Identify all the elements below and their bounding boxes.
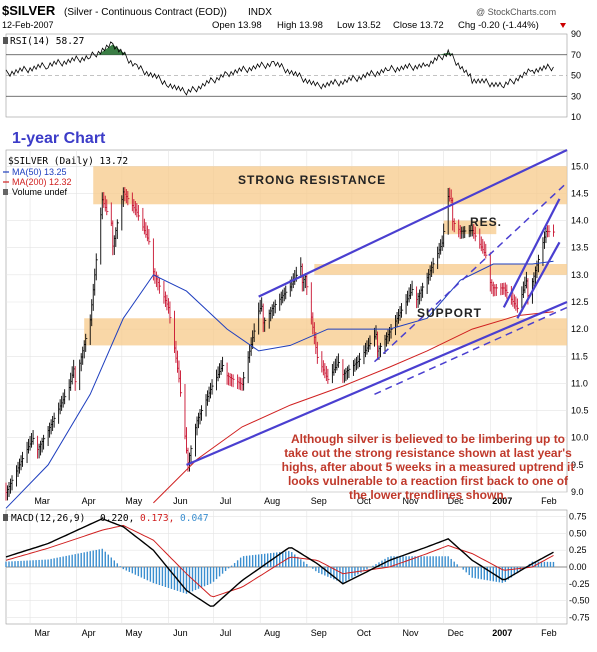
macd-signal-value: 0.173, bbox=[140, 513, 174, 524]
price-tick-label: 12.5 bbox=[571, 297, 589, 307]
header-high: High 13.98 bbox=[277, 20, 323, 31]
price-month-label: Jun bbox=[173, 496, 188, 506]
price-month-label: 2007 bbox=[492, 496, 512, 506]
chart-title: 1-year Chart bbox=[12, 130, 106, 147]
header-symbol: $SILVER bbox=[2, 3, 56, 18]
macd-line bbox=[5, 517, 554, 607]
ma200-line bbox=[153, 311, 554, 504]
macd-month-label: Jul bbox=[220, 628, 232, 638]
price-tick-label: 13.5 bbox=[571, 243, 589, 253]
legend-volume: Volume undef bbox=[12, 187, 68, 197]
header-close: Close 13.72 bbox=[393, 20, 444, 31]
header-source: @ StockCharts.com bbox=[476, 7, 556, 17]
price-month-label: May bbox=[125, 496, 143, 506]
macd-month-label: Jun bbox=[173, 628, 188, 638]
price-month-label: Nov bbox=[403, 496, 420, 506]
price-month-label: Mar bbox=[34, 496, 50, 506]
macd-month-label: May bbox=[125, 628, 143, 638]
support-label: SUPPORT bbox=[417, 306, 482, 320]
macd-value: 0.220, bbox=[100, 513, 134, 524]
price-tick-label: 15.0 bbox=[571, 161, 589, 171]
macd-hist-value: 0.047 bbox=[180, 513, 209, 524]
price-month-label: Aug bbox=[264, 496, 280, 506]
macd-month-label: 2007 bbox=[492, 628, 512, 638]
header-open: Open 13.98 bbox=[212, 20, 262, 31]
macd-signal-line bbox=[5, 524, 554, 598]
ma50-line bbox=[5, 260, 554, 509]
price-tick-label: 12.0 bbox=[571, 324, 589, 334]
macd-label: MACD(12,26,9) bbox=[11, 513, 85, 524]
annotation-text: Although silver is believed to be limber… bbox=[281, 432, 575, 502]
price-month-label: Apr bbox=[82, 496, 96, 506]
macd-month-label: Sep bbox=[311, 628, 327, 638]
trendline bbox=[373, 182, 568, 363]
rsi-overbought-fill bbox=[97, 44, 127, 55]
macd-month-label: Mar bbox=[34, 628, 50, 638]
macd-month-label: Feb bbox=[541, 628, 557, 638]
price-tick-label: 10.0 bbox=[571, 433, 589, 443]
macd-tick-label: 0.25 bbox=[569, 545, 587, 555]
price-zone bbox=[84, 318, 568, 346]
macd-month-label: Aug bbox=[264, 628, 280, 638]
down-triangle-icon bbox=[560, 23, 566, 28]
macd-legend-swatch bbox=[3, 514, 8, 521]
strong-resistance-label: STRONG RESISTANCE bbox=[238, 173, 386, 187]
price-tick-label: 14.0 bbox=[571, 216, 589, 226]
price-tick-label: 11.5 bbox=[571, 351, 588, 361]
rsi-tick-label: 70 bbox=[571, 50, 581, 60]
price-tick-label: 9.5 bbox=[571, 460, 584, 470]
macd-month-label: Dec bbox=[448, 628, 465, 638]
trendline bbox=[258, 149, 568, 298]
header-chg: Chg -0.20 (-1.44%) bbox=[458, 20, 539, 31]
header-date: 12-Feb-2007 bbox=[2, 20, 54, 30]
price-zone bbox=[93, 166, 567, 205]
price-zone bbox=[443, 220, 497, 235]
rsi-tick-label: 30 bbox=[571, 91, 581, 101]
price-tick-label: 10.5 bbox=[571, 406, 589, 416]
price-month-label: Sep bbox=[311, 496, 327, 506]
rsi-legend-swatch bbox=[3, 37, 8, 44]
price-month-label: Dec bbox=[448, 496, 465, 506]
rsi-overbought-fill bbox=[439, 52, 455, 55]
macd-month-label: Nov bbox=[403, 628, 420, 638]
price-tick-label: 14.5 bbox=[571, 188, 589, 198]
legend-ma200: MA(200) 12.32 bbox=[12, 177, 72, 187]
header-low: Low 13.52 bbox=[337, 20, 381, 31]
macd-tick-label: -0.75 bbox=[569, 612, 590, 622]
header-name: (Silver - Continuous Contract (EOD)) bbox=[64, 7, 227, 18]
macd-tick-label: 0.75 bbox=[569, 512, 587, 522]
macd-month-label: Apr bbox=[82, 628, 96, 638]
rsi-tick-label: 10 bbox=[571, 112, 581, 122]
rsi-tick-label: 90 bbox=[571, 29, 581, 39]
macd-tick-label: 0.00 bbox=[569, 562, 587, 572]
res-label: RES. bbox=[470, 215, 502, 229]
price-tick-label: 11.0 bbox=[571, 378, 588, 388]
macd-month-label: Oct bbox=[357, 628, 372, 638]
price-tick-label: 9.0 bbox=[571, 487, 584, 497]
legend-volume-swatch bbox=[3, 189, 8, 195]
rsi-label: RSI(14) 58.27 bbox=[10, 36, 84, 47]
price-zone bbox=[314, 264, 567, 275]
macd-tick-label: 0.50 bbox=[569, 528, 587, 538]
rsi-tick-label: 50 bbox=[571, 71, 581, 81]
trendline bbox=[502, 198, 561, 308]
legend-ma50: MA(50) 13.25 bbox=[12, 167, 67, 177]
trendline bbox=[186, 300, 568, 466]
macd-tick-label: -0.25 bbox=[569, 579, 590, 589]
trendline bbox=[516, 241, 561, 319]
price-month-label: Oct bbox=[357, 496, 372, 506]
legend-main: $SILVER (Daily) 13.72 bbox=[8, 156, 128, 167]
price-tick-label: 13.0 bbox=[571, 270, 589, 280]
price-month-label: Jul bbox=[220, 496, 232, 506]
rsi-line bbox=[5, 41, 554, 96]
header-exchange: INDX bbox=[248, 7, 272, 18]
price-month-label: Feb bbox=[541, 496, 557, 506]
macd-tick-label: -0.50 bbox=[569, 596, 590, 606]
